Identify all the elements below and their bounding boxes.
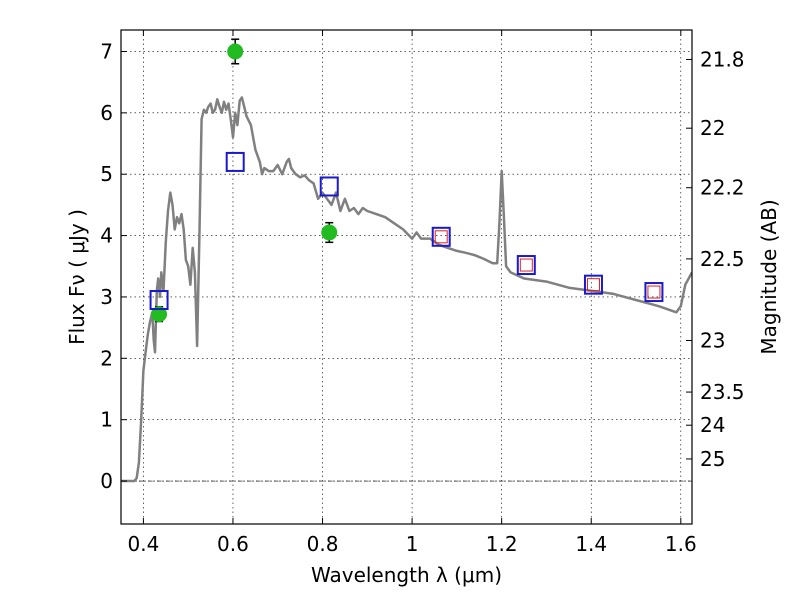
magnitude-tick-label: 23 bbox=[700, 329, 725, 353]
magnitude-axis-label: Magnitude (AB) bbox=[757, 199, 781, 354]
model-flux-marker bbox=[225, 151, 245, 172]
plot-area bbox=[121, 38, 692, 483]
x-axis-ticks: 0.4 0.6 0.8 1 1.2 1.4 1.6 bbox=[127, 30, 697, 556]
y-tick-label: 1 bbox=[100, 408, 113, 432]
y-axis-label: Flux Fν ( μJy ) bbox=[65, 209, 89, 345]
grid bbox=[121, 30, 692, 524]
model-flux-marker bbox=[319, 176, 339, 197]
y-tick-label: 3 bbox=[100, 285, 113, 309]
magnitude-tick-label: 24 bbox=[700, 413, 725, 437]
magnitude-tick-label: 23.5 bbox=[700, 380, 745, 404]
model-flux-marker bbox=[431, 226, 451, 247]
model-spectrum-line bbox=[121, 96, 692, 483]
observed-flux-point bbox=[151, 306, 168, 323]
y-tick-label: 0 bbox=[100, 469, 113, 493]
x-tick-label: 1.2 bbox=[486, 532, 518, 556]
model-flux-marker bbox=[516, 255, 536, 276]
observed-flux-point bbox=[321, 224, 338, 241]
x-tick-label: 0.4 bbox=[127, 532, 159, 556]
magnitude-tick-label: 25 bbox=[700, 447, 725, 471]
x-tick-label: 1 bbox=[406, 532, 419, 556]
upper-limit-marker bbox=[434, 230, 448, 244]
magnitude-tick-label: 22.2 bbox=[700, 176, 745, 200]
x-tick-label: 1.6 bbox=[665, 532, 697, 556]
magnitude-tick-label: 22.5 bbox=[700, 247, 745, 271]
x-tick-label: 0.8 bbox=[307, 532, 339, 556]
plot-frame bbox=[120, 29, 693, 525]
model-flux-marker bbox=[583, 274, 603, 295]
x-tick-label: 1.4 bbox=[575, 532, 607, 556]
x-tick-label: 0.6 bbox=[217, 532, 249, 556]
magnitude-tick-label: 21.8 bbox=[700, 47, 745, 71]
upper-limit-marker bbox=[586, 278, 600, 292]
y-tick-label: 5 bbox=[100, 162, 113, 186]
observed-flux-point bbox=[227, 43, 244, 60]
model-flux-marker bbox=[149, 290, 169, 311]
x-axis-label: Wavelength λ (μm) bbox=[311, 563, 502, 587]
y-tick-label: 2 bbox=[100, 346, 113, 370]
y-axis-ticks: 0 1 2 3 4 5 6 7 bbox=[100, 39, 127, 493]
upper-limit-marker bbox=[647, 285, 661, 299]
y-tick-label: 4 bbox=[100, 224, 113, 248]
magnitude-axis-ticks: 21.8 22 22.2 22.5 23 23.5 24 25 bbox=[686, 47, 745, 471]
model-flux-marker bbox=[644, 282, 664, 303]
y-tick-label: 7 bbox=[100, 39, 113, 63]
magnitude-tick-label: 22 bbox=[700, 116, 725, 140]
y-tick-label: 6 bbox=[100, 101, 113, 125]
upper-limit-marker bbox=[519, 258, 533, 272]
